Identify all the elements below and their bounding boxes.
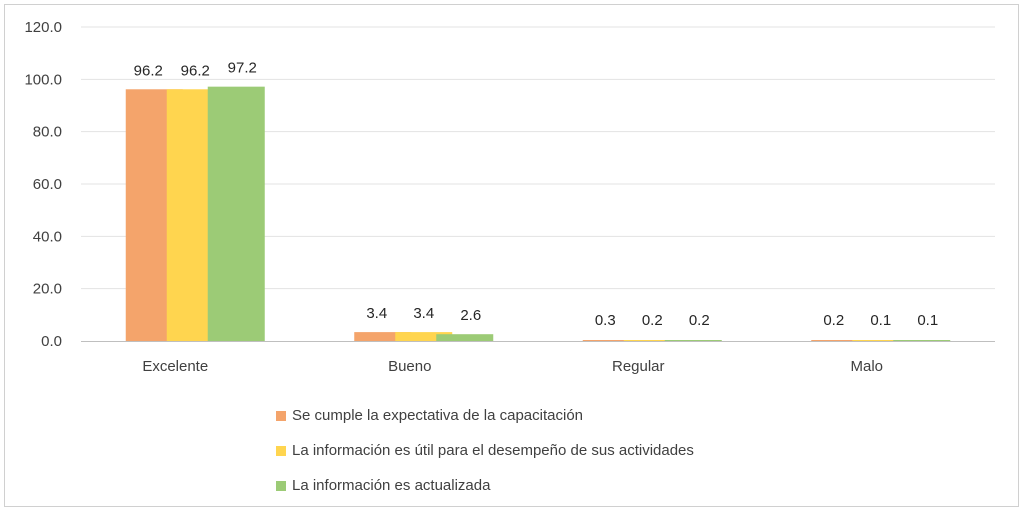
legend-item-3: La información es actualizada [276,468,694,503]
legend-label-2: La información es útil para el desempeño… [292,442,694,459]
bar [207,86,265,341]
bar [664,340,722,341]
legend: Se cumple la expectativa de la capacitac… [276,398,694,503]
y-tick-label: 40.0 [33,228,62,245]
y-tick-label: 120.0 [24,19,62,36]
category-label: Malo [850,358,883,375]
bar [436,334,494,341]
data-label: 96.2 [134,62,163,79]
category-label: Bueno [388,358,431,375]
legend-swatch-1 [276,410,286,421]
y-tick-label: 0.0 [41,333,62,350]
bar [395,332,453,341]
data-label: 0.3 [595,312,616,329]
category-label: Regular [612,358,665,375]
category-label: Excelente [142,358,208,375]
bar [354,332,412,341]
data-label: 96.2 [181,62,210,79]
data-label: 97.2 [228,60,257,77]
bars [125,86,951,341]
legend-swatch-2 [276,445,286,456]
data-label: 0.2 [823,312,844,329]
bar [852,340,910,341]
y-tick-label: 20.0 [33,281,62,298]
data-label: 3.4 [366,305,387,322]
data-label: 0.2 [642,312,663,329]
category-labels: Excelente Bueno Regular Malo [142,358,883,375]
y-tick-label: 60.0 [33,176,62,193]
bar-chart: 0.0 20.0 40.0 60.0 80.0 100.0 120.0 96.2 96.2 97… [24,19,995,375]
bar [623,340,681,341]
data-label: 0.1 [870,312,891,329]
y-tick-label: 100.0 [24,71,62,88]
data-label: 0.2 [689,312,710,329]
data-label: 0.1 [917,312,938,329]
legend-item-1: Se cumple la expectativa de la capacitac… [276,398,694,433]
bar [582,340,640,341]
data-labels: 96.2 96.2 97.2 3.4 3.4 2.6 0.3 0.2 0.2 0.2 0.1 0.1 [134,60,939,329]
y-tick-label: 80.0 [33,124,62,141]
legend-label-1: Se cumple la expectativa de la capacitac… [292,407,584,424]
data-label: 2.6 [460,307,481,324]
legend-swatch-3 [276,480,286,491]
data-label: 3.4 [413,305,434,322]
bar [811,340,869,341]
y-axis-ticks: 0.0 20.0 40.0 60.0 80.0 100.0 120.0 [24,19,62,350]
legend-item-2: La información es útil para el desempeño… [276,433,694,468]
legend-label-3: La información es actualizada [292,477,491,494]
bar [893,340,951,341]
